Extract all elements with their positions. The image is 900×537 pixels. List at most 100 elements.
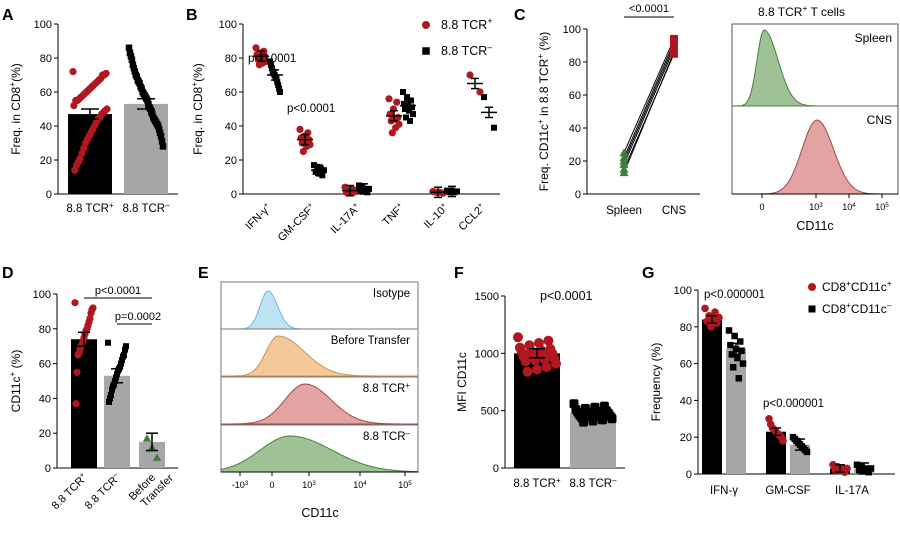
data-point — [734, 354, 741, 362]
x-tick-label: 8.8 TCR– — [122, 201, 170, 216]
y-axis-title: CD11c+ (%) — [7, 350, 23, 413]
y-tick-label: 500 — [481, 406, 499, 418]
data-point — [359, 184, 366, 191]
x-tick-label: 104 — [353, 480, 367, 491]
x-tick-label: 0 — [759, 202, 764, 212]
x-tick-label: 8.8 TCR+ — [66, 201, 114, 216]
text-part: Before Transfer — [331, 335, 410, 347]
data-point — [393, 98, 401, 106]
data-point — [356, 182, 362, 189]
y-tick-label: 100 — [219, 19, 237, 31]
y-axis-title: Frequency (%) — [649, 343, 663, 422]
data-point — [551, 358, 561, 369]
data-point — [267, 61, 274, 68]
panel-letter: F — [454, 265, 464, 282]
x-tick-label: 8.8 TCR+ — [513, 476, 561, 491]
text-part: 10 — [842, 202, 852, 212]
text-part: + — [438, 200, 448, 210]
data-point — [108, 391, 114, 398]
text-part: + — [7, 82, 17, 87]
text-part: 3 — [819, 202, 823, 209]
data-point — [736, 338, 744, 345]
data-point — [152, 453, 162, 461]
y-tick-label: 80 — [40, 53, 52, 65]
data-point — [127, 53, 135, 60]
text-part: – — [487, 42, 492, 52]
text-part: 8.8 TCR — [363, 383, 406, 395]
y-tick-label: 0 — [493, 463, 499, 475]
y-tick-label: 40 — [680, 395, 692, 407]
data-point — [159, 143, 167, 150]
data-point — [107, 395, 113, 402]
data-point — [311, 162, 317, 169]
text-part: + — [109, 201, 114, 210]
data-point — [252, 44, 260, 52]
text-part: T cells — [807, 5, 845, 19]
data-point — [532, 364, 542, 375]
text-part: in 8.8 TCR — [537, 58, 551, 119]
text-part: 10 — [875, 202, 885, 212]
panel-letter: C — [514, 7, 526, 24]
pair-line — [623, 42, 675, 158]
x-tick-label: 104 — [842, 202, 856, 213]
pair-line — [623, 51, 675, 173]
data-point — [422, 21, 430, 29]
data-point — [520, 356, 531, 367]
pair-line — [623, 45, 675, 162]
data-point — [118, 360, 124, 367]
data-point — [491, 124, 497, 131]
text-part: 8.8 TCR — [441, 44, 487, 58]
y-tick-label: 20 — [39, 428, 51, 440]
data-point — [543, 335, 554, 346]
histogram-label: Spleen — [855, 31, 892, 45]
x-tick-label: Spleen — [606, 205, 642, 217]
x-tick-label: 105 — [875, 202, 889, 213]
text-part: CD11c — [851, 280, 887, 294]
text-part: 10 — [302, 480, 312, 490]
text-part: + — [802, 3, 807, 13]
data-point — [69, 68, 77, 76]
text-part: – — [887, 300, 892, 310]
y-tick-label: 0 — [686, 469, 692, 481]
histogram-label: Isotype — [373, 288, 410, 300]
x-tick-label: 8.8 TCR– — [81, 469, 124, 512]
data-point — [276, 85, 283, 92]
pair-line — [623, 38, 675, 153]
data-point — [404, 94, 410, 101]
data-point — [120, 353, 126, 360]
data-point — [451, 189, 458, 196]
y-axis-title: Freq. CD11c+ in 8.8 TCR+ (%) — [535, 32, 551, 191]
y-tick-label: 0 — [45, 463, 51, 475]
data-point — [738, 347, 745, 354]
data-point — [109, 386, 115, 393]
y-tick-label: 100 — [563, 24, 581, 36]
p-value-annotation: p<0.000001 — [763, 398, 824, 410]
histogram-label: 8.8 TCR+ — [363, 381, 411, 396]
text-part: (%) — [9, 350, 23, 372]
p-value-annotation: p=0.0002 — [115, 311, 161, 323]
legend-label: 8.8 TCR+ — [441, 16, 492, 32]
text-part: 3 — [245, 480, 249, 487]
panel-letter: G — [642, 265, 654, 282]
data-point — [409, 104, 415, 111]
x-axis-title: CD11c — [301, 506, 338, 520]
x-tick-label: 0 — [269, 480, 274, 490]
data-point — [126, 49, 134, 57]
data-point — [422, 47, 430, 55]
data-point — [388, 129, 396, 137]
y-tick-label: 0 — [575, 189, 581, 201]
text-part: CD11c — [851, 302, 887, 316]
data-point — [149, 110, 156, 118]
data-point — [808, 305, 816, 313]
text-part: + — [475, 200, 485, 210]
text-part: (%) — [191, 63, 205, 82]
text-part: Freq. in CD8 — [191, 86, 205, 154]
text-part: 8.8 TCR — [758, 5, 803, 19]
data-point — [731, 332, 738, 340]
text-part: CD8 — [822, 302, 846, 316]
data-point — [476, 88, 484, 96]
data-point — [588, 416, 598, 426]
